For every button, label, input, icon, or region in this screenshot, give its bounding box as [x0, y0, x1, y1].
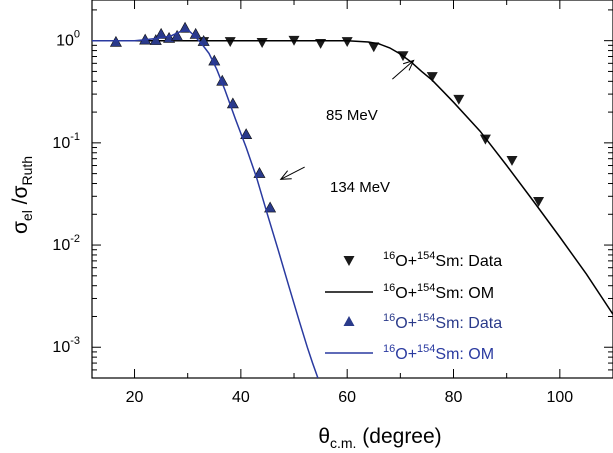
x-tick-label: 40	[232, 389, 250, 406]
data-point	[224, 37, 236, 48]
annotation-label: 85 MeV	[326, 107, 378, 124]
legend-swatch-marker	[343, 256, 355, 266]
data-point	[341, 37, 353, 48]
legend: 16O+154Sm: Data 16O+154Sm: OM 16O+154Sm: D…	[325, 250, 502, 363]
annotation-label: 134 MeV	[330, 179, 390, 196]
data-point	[149, 34, 162, 45]
data-point	[216, 74, 229, 86]
data-point	[426, 72, 438, 83]
legend-item: 16O+154Sm: OM	[325, 343, 494, 363]
data-point	[315, 38, 327, 49]
data-point	[240, 128, 253, 140]
legend-label: 16O+154Sm: OM	[383, 282, 494, 302]
data-point	[264, 201, 277, 213]
annotation-arrow	[280, 166, 305, 180]
legend-label: 16O+154Sm: Data	[383, 312, 502, 332]
x-tick-label: 60	[338, 389, 356, 406]
y-axis-label-sigma-ruth: /σ	[9, 186, 32, 211]
axis-tick-labels: 20 40 60 80 100 10-3 10-2 10-1 100	[52, 29, 573, 406]
y-tick-label: 100	[56, 29, 80, 50]
data-point	[453, 94, 465, 105]
annotation-arrowhead	[279, 170, 292, 180]
series-line	[92, 39, 613, 315]
y-axis-label-sub-ruth: Ruth	[19, 156, 35, 186]
legend-label: 16O+154Sm: Data	[383, 250, 502, 270]
y-axis-label: σel /σRuth	[9, 156, 35, 234]
y-tick-label: 10-3	[52, 335, 80, 356]
series-4	[92, 28, 319, 378]
series-1	[198, 35, 545, 207]
series-2	[92, 39, 613, 315]
x-axis-label-sub: c.m.	[330, 435, 356, 451]
annotation-arrowhead	[402, 59, 415, 71]
data-point	[171, 29, 184, 41]
y-axis-label-sigma-el: σ	[9, 221, 32, 234]
x-axis-label: θc.m. (degree)	[318, 425, 441, 451]
y-axis-label-sub-el: el	[19, 210, 35, 221]
legend-label: 16O+154Sm: OM	[383, 343, 494, 363]
legend-swatch-marker	[343, 316, 355, 326]
annotation-arrow	[392, 60, 414, 80]
plot-frame	[91, 0, 613, 379]
x-tick-label: 20	[126, 389, 144, 406]
series-line	[92, 28, 319, 378]
data-point	[533, 197, 545, 207]
annotation-layer: 85 MeV 134 MeV	[279, 59, 415, 196]
data-point	[256, 38, 268, 48]
legend-item: 16O+154Sm: Data	[343, 250, 502, 270]
y-tick-label: 10-1	[52, 131, 80, 152]
series-3	[109, 21, 277, 213]
legend-item: 16O+154Sm: Data	[343, 312, 502, 332]
data-point	[479, 134, 491, 145]
legend-item: 16O+154Sm: OM	[325, 282, 494, 302]
x-tick-label: 80	[445, 389, 463, 406]
data-point	[253, 167, 266, 178]
data-point	[368, 42, 380, 53]
series-layer	[92, 21, 613, 378]
x-axis-label-unit: (degree)	[356, 425, 441, 448]
data-point	[109, 35, 122, 47]
data-point	[506, 156, 518, 166]
x-tick-label: 100	[546, 389, 573, 406]
x-axis-label-main: θ	[318, 425, 330, 448]
y-tick-label: 10-2	[52, 233, 80, 254]
